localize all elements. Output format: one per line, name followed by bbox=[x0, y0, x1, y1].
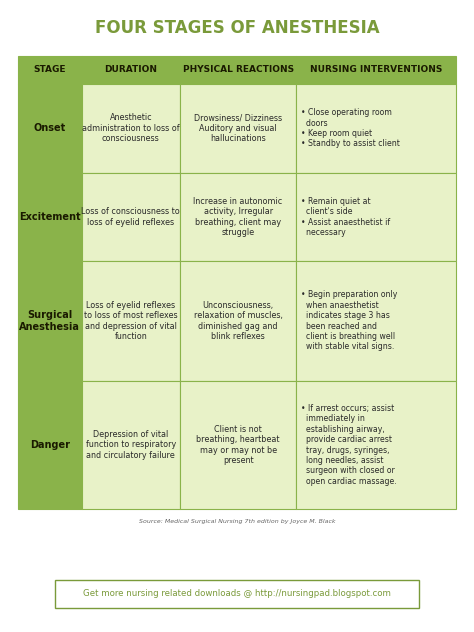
Text: Excitement: Excitement bbox=[19, 212, 81, 222]
Bar bbox=[296, 56, 456, 84]
Text: • Close operating room
  doors
• Keep room quiet
• Standby to assist client: • Close operating room doors • Keep room… bbox=[301, 108, 400, 149]
Text: DURATION: DURATION bbox=[104, 66, 157, 75]
Text: FOUR STAGES OF ANESTHESIA: FOUR STAGES OF ANESTHESIA bbox=[95, 19, 379, 37]
Bar bbox=[18, 56, 82, 84]
Text: Loss of consciousness to
loss of eyelid reflexes: Loss of consciousness to loss of eyelid … bbox=[82, 207, 180, 226]
Bar bbox=[180, 173, 296, 261]
Text: Unconsciousness,
relaxation of muscles,
diminished gag and
blink reflexes: Unconsciousness, relaxation of muscles, … bbox=[194, 301, 283, 341]
Text: Anesthetic
administration to loss of
consciousness: Anesthetic administration to loss of con… bbox=[82, 113, 180, 143]
Text: • If arrest occurs; assist
  immediately in
  establishing airway,
  provide car: • If arrest occurs; assist immediately i… bbox=[301, 404, 397, 486]
Text: • Begin preparation only
  when anaesthetist
  indicates stage 3 has
  been reac: • Begin preparation only when anaestheti… bbox=[301, 290, 398, 351]
Text: Depression of vital
function to respiratory
and circulatory failure: Depression of vital function to respirat… bbox=[86, 430, 176, 459]
Bar bbox=[82, 84, 180, 173]
Text: Source: Medical Surgical Nursing 7th edition by Joyce M. Black: Source: Medical Surgical Nursing 7th edi… bbox=[139, 519, 335, 524]
Bar bbox=[18, 84, 82, 173]
Bar bbox=[82, 380, 180, 509]
Bar bbox=[82, 173, 180, 261]
Text: Danger: Danger bbox=[30, 440, 70, 450]
Text: Surgical
Anesthesia: Surgical Anesthesia bbox=[19, 310, 80, 332]
Text: • Remain quiet at
  client's side
• Assist anaesthetist if
  necessary: • Remain quiet at client's side • Assist… bbox=[301, 197, 390, 237]
Bar bbox=[180, 261, 296, 380]
Bar bbox=[82, 261, 180, 380]
Text: Onset: Onset bbox=[34, 123, 66, 133]
Text: STAGE: STAGE bbox=[34, 66, 66, 75]
Bar bbox=[18, 380, 82, 509]
Bar bbox=[18, 261, 82, 380]
Bar bbox=[296, 173, 456, 261]
Text: Client is not
breathing, heartbeat
may or may not be
present: Client is not breathing, heartbeat may o… bbox=[196, 425, 280, 465]
Text: Increase in autonomic
activity, Irregular
breathing, client may
struggle: Increase in autonomic activity, Irregula… bbox=[193, 197, 283, 237]
Bar bbox=[180, 84, 296, 173]
Bar bbox=[296, 261, 456, 380]
Bar bbox=[82, 56, 180, 84]
Text: Drowsiness/ Dizziness
Auditory and visual
hallucinations: Drowsiness/ Dizziness Auditory and visua… bbox=[194, 113, 282, 143]
Bar bbox=[296, 380, 456, 509]
Text: PHYSICAL REACTIONS: PHYSICAL REACTIONS bbox=[182, 66, 294, 75]
Bar bbox=[55, 580, 419, 608]
Bar bbox=[180, 380, 296, 509]
Text: Loss of eyelid reflexes
to loss of most reflexes
and depression of vital
functio: Loss of eyelid reflexes to loss of most … bbox=[84, 301, 178, 341]
Text: Get more nursing related downloads @ http://nursingpad.blogspot.com: Get more nursing related downloads @ htt… bbox=[83, 590, 391, 599]
Bar bbox=[296, 84, 456, 173]
Bar bbox=[180, 56, 296, 84]
Bar bbox=[18, 173, 82, 261]
Text: NURSING INTERVENTIONS: NURSING INTERVENTIONS bbox=[310, 66, 442, 75]
